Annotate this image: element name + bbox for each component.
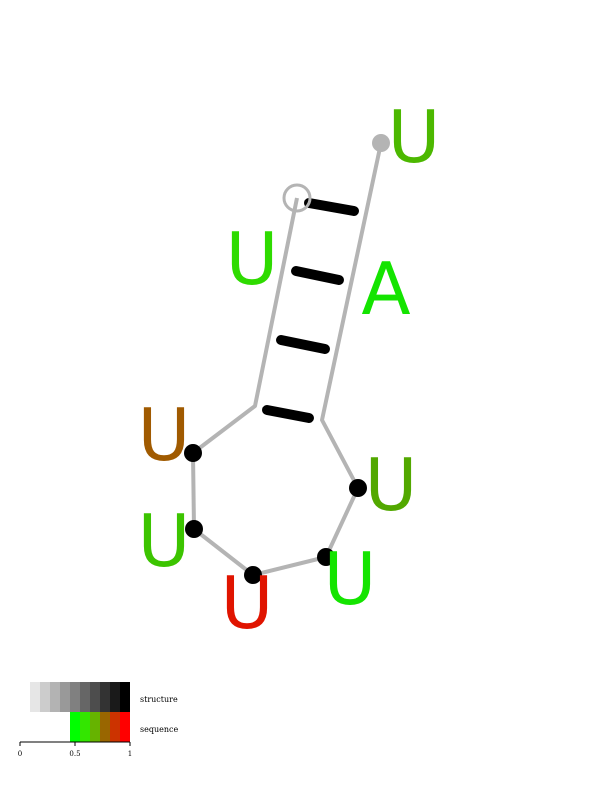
nucleotide-dot (349, 479, 367, 497)
base-pair-bond (276, 335, 330, 354)
sequence-legend-label: sequence (140, 725, 178, 734)
nucleotide-label: U (138, 393, 191, 477)
nucleotide-label: U (138, 499, 191, 583)
nucleotide-label: A (361, 247, 410, 331)
sequence-scale-swatch (80, 712, 90, 742)
sequence-scale (70, 712, 130, 742)
nucleotide-dot (317, 548, 335, 566)
legend-tick-label: 0.5 (69, 750, 80, 758)
structure-scale-swatch (70, 682, 80, 712)
sequence-scale-swatch (70, 712, 80, 742)
nucleotide-label: U (324, 537, 377, 621)
structure-scale-swatch (120, 682, 130, 712)
nucleotide-label: U (388, 95, 441, 179)
five-prime-marker (282, 183, 312, 213)
legend-tick-label: 0 (18, 750, 22, 758)
nucleotide-label: U (226, 217, 279, 301)
base-pairs (262, 198, 359, 423)
legend-ticks: 0 0.5 1 (18, 742, 132, 758)
nucleotide-label: U (221, 561, 274, 645)
legend-tick-label: 1 (128, 750, 132, 758)
nucleotide-label: U (365, 443, 418, 527)
structure-scale-swatch (50, 682, 60, 712)
structure-scale-swatch (40, 682, 50, 712)
structure-scale-swatch (90, 682, 100, 712)
nucleotide-dot (185, 520, 203, 538)
nucleotide-dot (244, 566, 262, 584)
structure-scale (30, 682, 130, 712)
three-prime-dot (372, 134, 390, 152)
nucleotide-dot (184, 444, 202, 462)
color-legend: structure sequence 0 0.5 1 (18, 682, 178, 758)
base-pair-bond (304, 198, 359, 216)
structure-scale-swatch (30, 682, 40, 712)
structure-scale-swatch (80, 682, 90, 712)
structure-scale-swatch (100, 682, 110, 712)
sequence-scale-swatch (90, 712, 100, 742)
structure-scale-swatch (110, 682, 120, 712)
structure-legend-label: structure (140, 695, 178, 704)
sequence-scale-swatch (100, 712, 110, 742)
structure-scale-swatch (60, 682, 70, 712)
sequence-scale-swatch (120, 712, 130, 742)
base-pair-bond (262, 405, 314, 423)
sequence-scale-swatch (110, 712, 120, 742)
nucleotide-markers (184, 134, 390, 584)
base-pair-bond (291, 266, 344, 285)
